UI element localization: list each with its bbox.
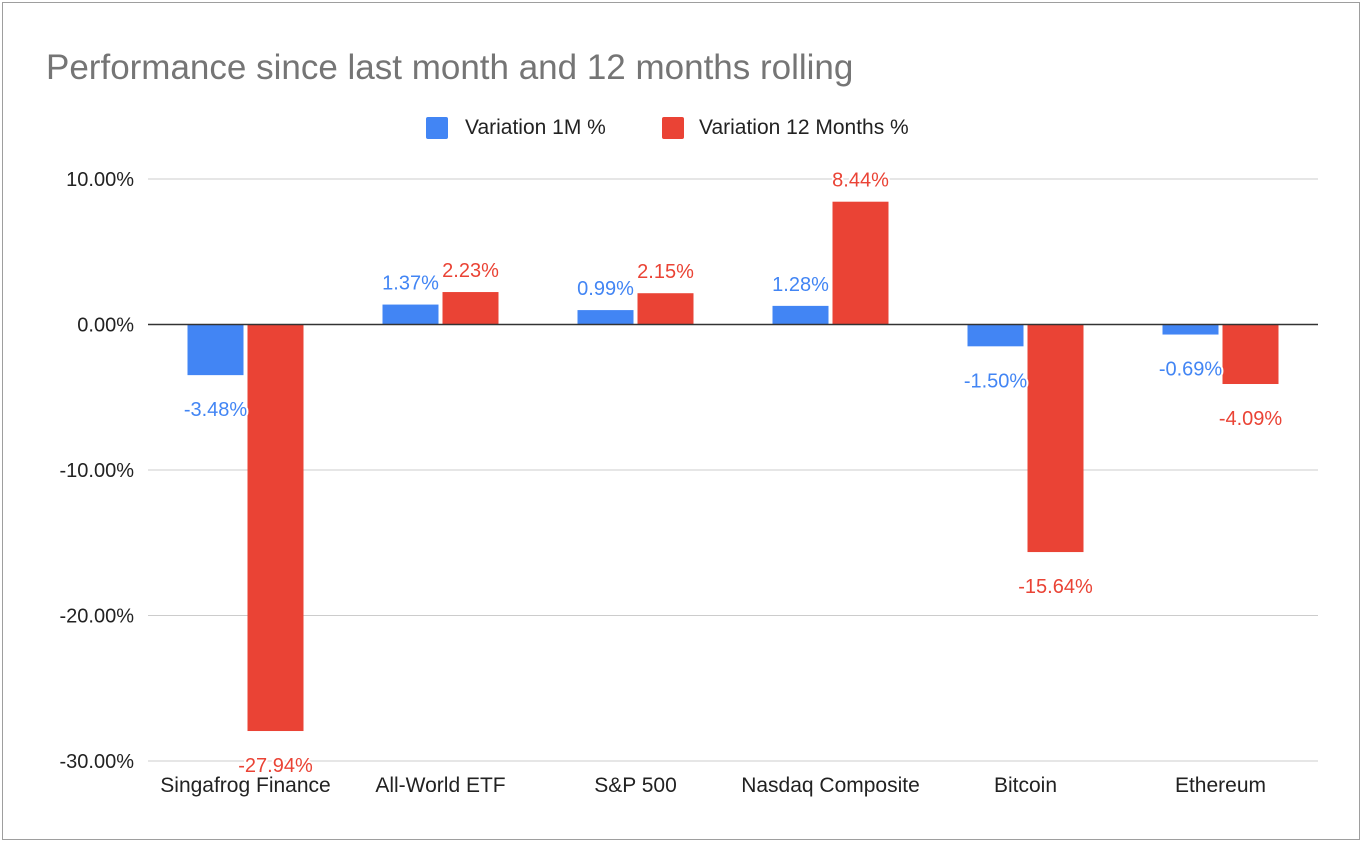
y-tick-label: -20.00% [60, 606, 135, 628]
x-category-label: Ethereum [1175, 774, 1266, 797]
x-category-label: Singafrog Finance [160, 774, 330, 797]
data-label-variation-1m-sandp-500: 0.99% [577, 278, 634, 300]
x-category-label: Nasdaq Composite [741, 774, 920, 797]
gridlines [148, 178, 1318, 762]
bar-variation-12-months-sandp-500 [637, 293, 694, 325]
legend-swatch-variation-1m [426, 117, 448, 139]
data-label-variation-1m-nasdaq-composite: 1.28% [772, 274, 829, 296]
bar-variation-1m-ethereum [1162, 324, 1219, 335]
legend: Variation 1M % Variation 12 Months % [426, 116, 909, 139]
data-label-variation-1m-bitcoin: -1.50% [964, 370, 1028, 392]
data-label-variation-1m-singafrog-finance: -3.48% [184, 399, 248, 421]
data-label-variation-12-months-nasdaq-composite: 8.44% [832, 170, 889, 192]
bar-variation-12-months-bitcoin [1027, 324, 1084, 553]
data-label-variation-12-months-all-world-etf: 2.23% [442, 260, 499, 282]
legend-label-variation-12-months: Variation 12 Months % [699, 116, 909, 139]
y-tick-label: -30.00% [60, 751, 135, 773]
legend-label-variation-1m: Variation 1M % [465, 116, 606, 139]
bar-variation-1m-bitcoin [967, 324, 1024, 347]
data-label-variation-1m-ethereum: -0.69% [1159, 359, 1223, 381]
bar-variation-1m-sandp-500 [577, 310, 634, 325]
chart-title: Performance since last month and 12 mont… [46, 48, 853, 87]
data-label-variation-12-months-ethereum: -4.09% [1219, 408, 1283, 430]
bar-variation-1m-singafrog-finance [187, 324, 244, 376]
bar-variation-12-months-nasdaq-composite [832, 201, 889, 325]
bar-variation-1m-all-world-etf [382, 304, 439, 325]
bar-variation-12-months-all-world-etf [442, 292, 499, 325]
x-category-label: Bitcoin [994, 774, 1057, 797]
bar-variation-12-months-ethereum [1222, 324, 1279, 385]
y-tick-label: -10.00% [60, 460, 135, 482]
x-axis-categories: Singafrog Finance All-World ETF S&P 500 Nas… [160, 774, 1266, 797]
data-label-variation-12-months-singafrog-finance: -27.94% [238, 755, 313, 777]
data-label-variation-12-months-bitcoin: -15.64% [1018, 576, 1093, 598]
bar-variation-1m-nasdaq-composite [772, 305, 829, 325]
data-label-variation-12-months-sandp-500: 2.15% [637, 261, 694, 283]
y-axis-ticks: 10.00% 0.00% -10.00% -20.00% -30.00% [60, 169, 135, 773]
x-category-label: S&P 500 [594, 774, 677, 797]
bars [187, 201, 1279, 732]
data-label-variation-1m-all-world-etf: 1.37% [382, 273, 439, 295]
x-category-label: All-World ETF [375, 774, 505, 797]
legend-swatch-variation-12-months [662, 117, 684, 139]
y-tick-label: 0.00% [77, 315, 134, 337]
y-tick-label: 10.00% [66, 169, 134, 191]
bar-variation-12-months-singafrog-finance [247, 324, 304, 732]
data-labels: -3.48% -27.94% 1.37%2.23% 0.99%2.15% 1.28% 8.… [182, 168, 1285, 779]
